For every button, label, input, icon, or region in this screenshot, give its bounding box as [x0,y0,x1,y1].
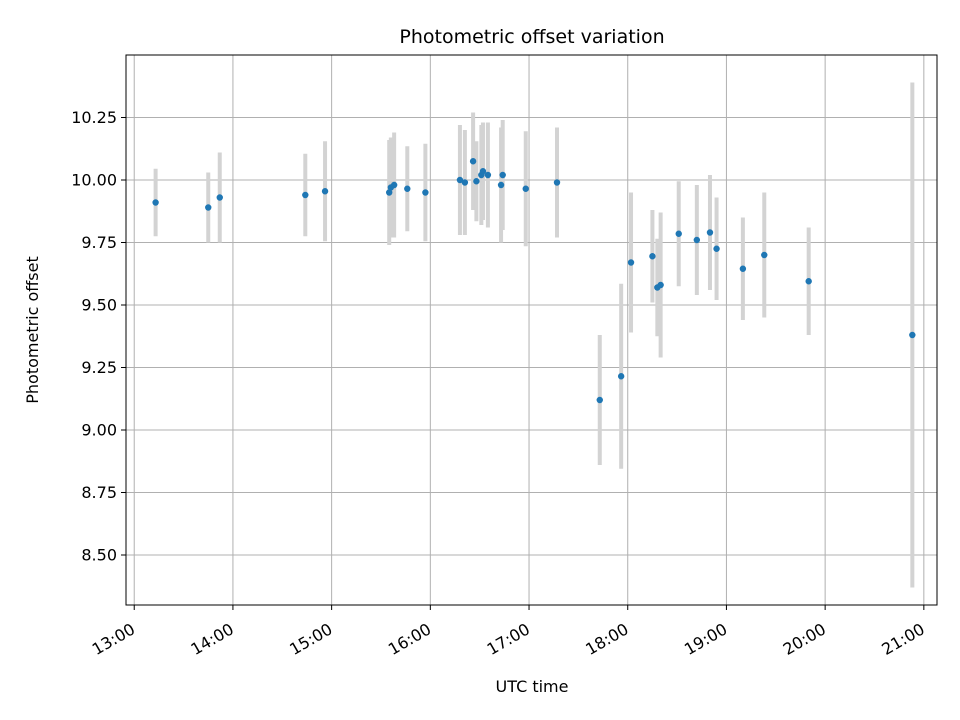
data-point [386,189,393,196]
data-point [805,278,812,285]
data-point [617,373,625,380]
y-tick-label: 9.00 [81,421,117,440]
data-point [909,331,916,339]
data-point [522,185,529,192]
data-point [706,229,714,236]
data-point [553,179,561,186]
data-point [216,194,223,201]
data-point [484,171,492,179]
y-tick-label: 10.25 [71,108,117,127]
y-tick-label: 9.50 [81,296,117,315]
data-point [675,230,682,237]
y-axis-label: Photometric offset [23,256,42,404]
data-point [302,191,309,199]
data-point [422,189,429,196]
data-point [627,259,635,266]
plot-frame [125,54,938,606]
data-point [713,245,720,252]
y-tick-label: 10.00 [71,171,117,190]
data-point [321,188,329,195]
y-axis-ticks: 8.50 8.75 9.00 9.25 9.50 9.75 10.00 10.25 [71,108,126,565]
data-points [152,158,916,404]
data-point [404,185,411,192]
data-point [469,158,477,165]
chart-title: Photometric offset variation [399,26,664,48]
data-point [390,181,398,189]
y-tick-label: 8.50 [81,546,117,565]
data-point [596,396,603,404]
data-point [152,199,159,206]
y-tick-label: 8.75 [81,483,117,502]
data-point [499,171,506,179]
data-point [739,265,747,272]
data-point [761,251,768,259]
data-point [693,236,701,244]
grid [126,55,937,605]
y-tick-label: 9.75 [81,233,117,252]
data-point [657,281,664,289]
data-point [473,178,480,185]
x-axis-label: UTC time [496,677,569,696]
data-point [497,181,505,189]
data-point [461,179,469,186]
y-tick-label: 9.25 [81,358,117,377]
data-point [479,168,487,175]
data-point [649,253,656,260]
data-point [205,204,212,211]
data-point [456,176,464,184]
